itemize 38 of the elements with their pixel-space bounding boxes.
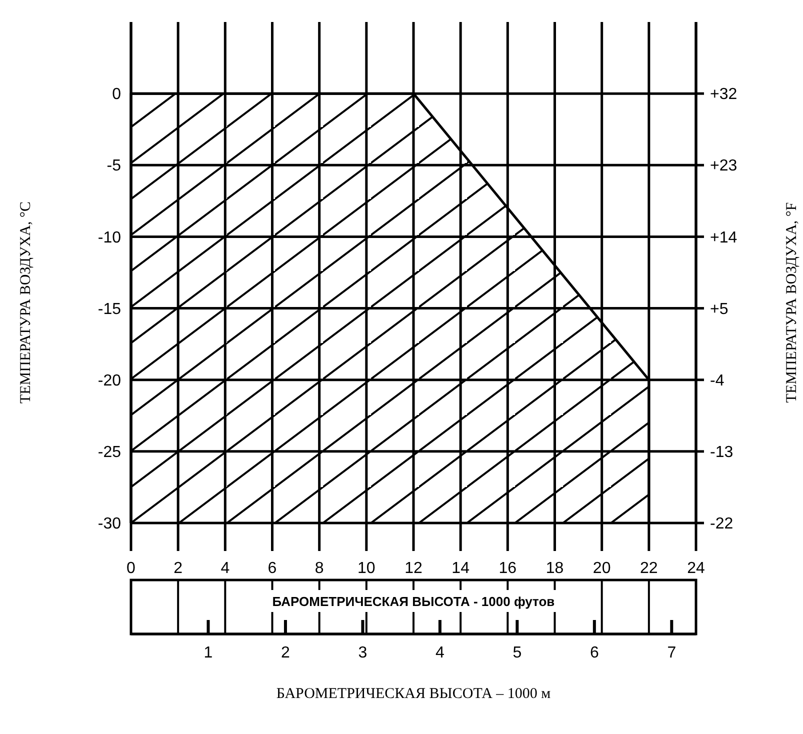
x-tick-label: 12 — [404, 560, 422, 577]
y-tick-label: -20 — [98, 372, 122, 390]
x-tick-label: 8 — [314, 560, 324, 577]
x-tick-label: 10 — [358, 560, 376, 577]
x-tick-label: 24 — [687, 560, 705, 577]
x-tick-label: 18 — [546, 560, 564, 577]
y2-tick-label: +5 — [710, 300, 728, 318]
y2-tick-label: +23 — [710, 158, 738, 175]
x2-axis-title: БАРОМЕТРИЧЕСКАЯ ВЫСОТА – 1000 м — [276, 686, 552, 702]
y2-axis-title: ТЕМПЕРАТУРА ВОЗДУХА, °F — [784, 202, 800, 403]
y2-tick-label: -4 — [710, 372, 724, 390]
y2-tick-label: +32 — [710, 86, 738, 104]
x-tick-label: 4 — [220, 560, 230, 577]
y2-tick-label: -22 — [710, 516, 734, 533]
x2-tick-label: 2 — [281, 644, 290, 662]
x2-tick-label: 6 — [590, 644, 599, 662]
y2-tick-label: -13 — [710, 444, 734, 462]
x2-tick-label: 1 — [204, 644, 213, 662]
x-tick-label: 16 — [498, 560, 517, 577]
y-tick-label: -10 — [98, 229, 122, 246]
x-tick-label: 14 — [452, 560, 470, 577]
y-tick-label: -30 — [98, 516, 122, 533]
y-tick-label: -15 — [98, 300, 122, 318]
x-tick-label: 0 — [126, 560, 136, 577]
x-tick-label: 6 — [268, 560, 277, 577]
x2-tick-label: 4 — [435, 644, 444, 662]
x-axis-title: БАРОМЕТРИЧЕСКАЯ ВЫСОТА - 1000 футов — [272, 594, 555, 609]
y-tick-label: -5 — [106, 158, 122, 175]
y-axis-title: ТЕМПЕРАТУРА ВОЗДУХА, °C — [18, 201, 34, 404]
x2-tick-label: 3 — [358, 644, 368, 662]
x2-tick-label: 7 — [667, 644, 676, 662]
y-tick-label: 0 — [112, 86, 122, 104]
y2-tick-label: +14 — [710, 229, 738, 246]
y-tick-label: -25 — [98, 444, 122, 462]
x-tick-label: 20 — [592, 560, 611, 577]
x2-tick-label: 5 — [512, 644, 522, 662]
x-tick-label: 2 — [174, 560, 183, 577]
x-tick-label: 22 — [640, 560, 658, 577]
